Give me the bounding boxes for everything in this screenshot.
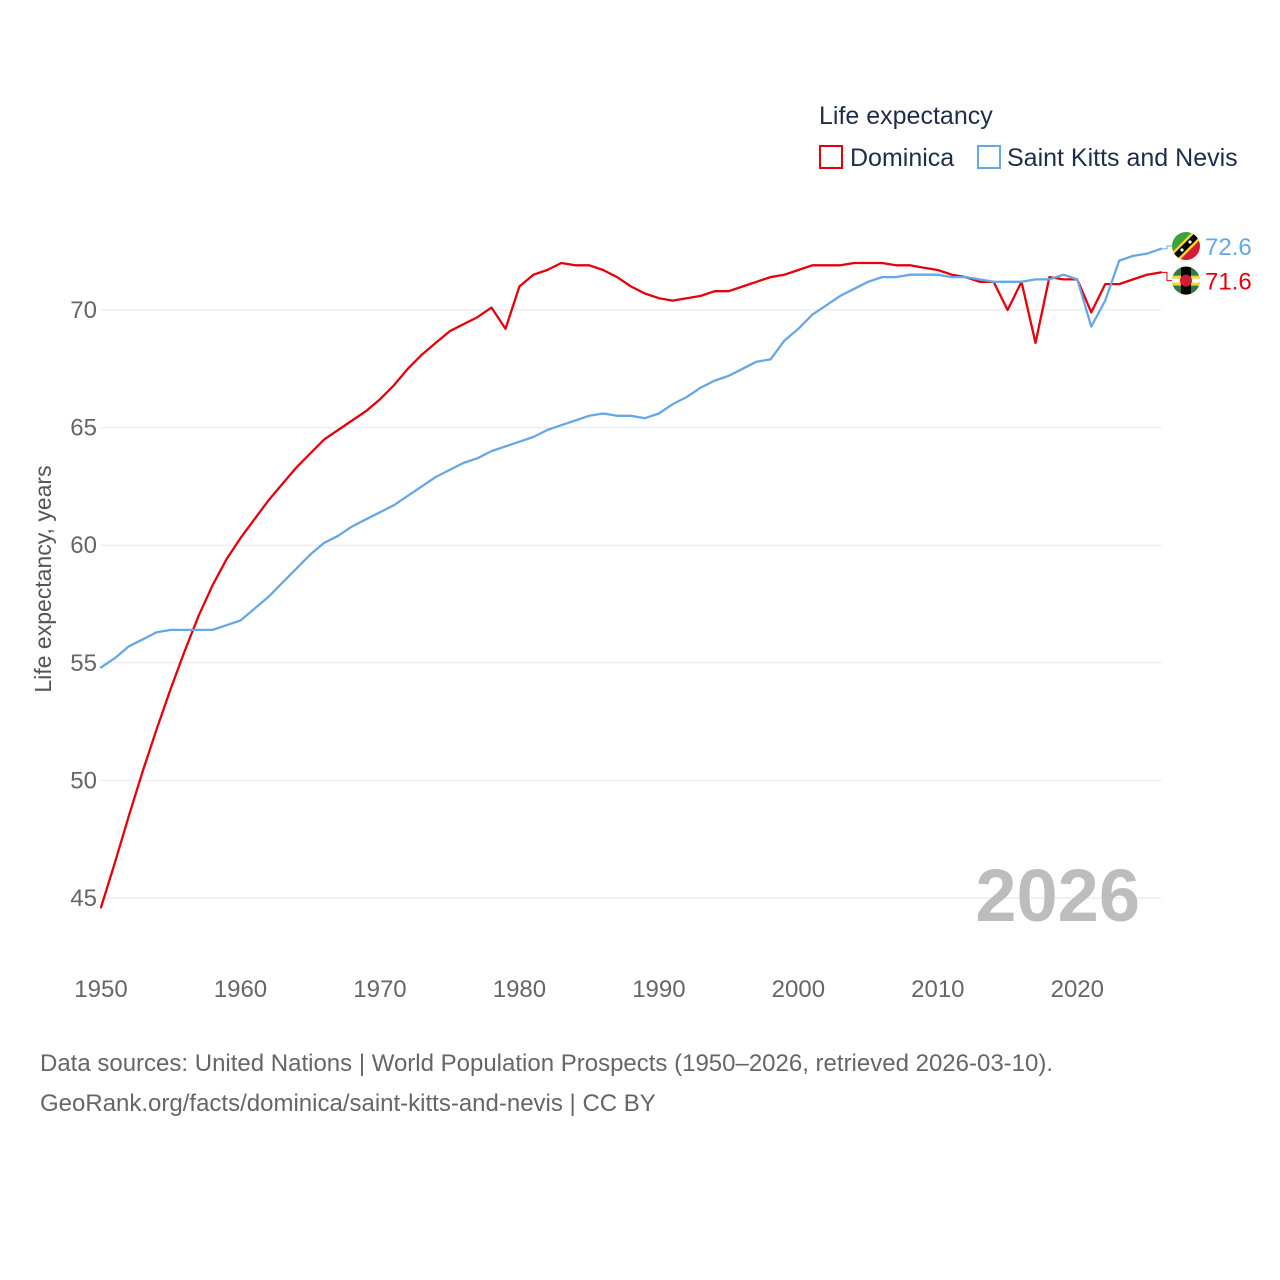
end-connector-saint-kitts-and-nevis [1161,245,1172,250]
y-tick-label: 65 [70,415,97,442]
legend-swatch-dominica[interactable] [819,145,843,169]
x-axis: 1950 1960 1970 1980 1990 2000 2010 2020 [74,976,1104,1003]
source-line: Data sources: United Nations | World Pop… [40,1050,1054,1077]
end-value-label-dominica: 71.6 [1205,269,1252,296]
y-tick-label: 70 [70,297,97,324]
x-tick-label: 1970 [353,976,406,1003]
grid-lines [101,309,1161,899]
end-connector-dominica [1161,271,1172,282]
current-year-label: 2026 [975,854,1140,937]
legend-title: Life expectancy [819,102,993,130]
y-axis-title: Life expectancy, years [30,465,56,692]
x-tick-label: 2020 [1051,976,1104,1003]
x-tick-label: 1990 [632,976,685,1003]
series-lines [99,247,1163,909]
y-tick-label: 45 [70,885,97,912]
legend-swatch-saint-kitts-and-nevis[interactable] [977,145,1001,169]
flag-icon-saint-kitts-and-nevis [1172,232,1200,261]
y-tick-label: 50 [70,767,97,794]
series-line-saint-kitts-and-nevis[interactable] [99,247,1163,669]
x-tick-label: 2000 [772,976,825,1003]
series-line-dominica[interactable] [99,261,1163,909]
end-markers: 71.6 72.6 [1161,232,1252,296]
y-tick-label: 60 [70,532,97,559]
end-value-label-saint-kitts-and-nevis: 72.6 [1205,234,1252,261]
flag-icon-dominica [1172,266,1200,295]
legend-label-dominica[interactable]: Dominica [850,144,954,172]
x-tick-label: 1980 [493,976,546,1003]
source-footer: Data sources: United Nations | World Pop… [40,1044,1053,1124]
legend-label-saint-kitts-and-nevis[interactable]: Saint Kitts and Nevis [1007,144,1238,172]
legend: Life expectancy Dominica Saint Kitts and… [819,102,1238,172]
x-tick-label: 1960 [214,976,267,1003]
x-tick-label: 2010 [911,976,964,1003]
y-tick-label: 55 [70,650,97,677]
attribution-line: GeoRank.org/facts/dominica/saint-kitts-a… [40,1090,656,1117]
y-axis: 45 50 55 60 65 70 [70,297,97,912]
x-tick-label: 1950 [74,976,127,1003]
